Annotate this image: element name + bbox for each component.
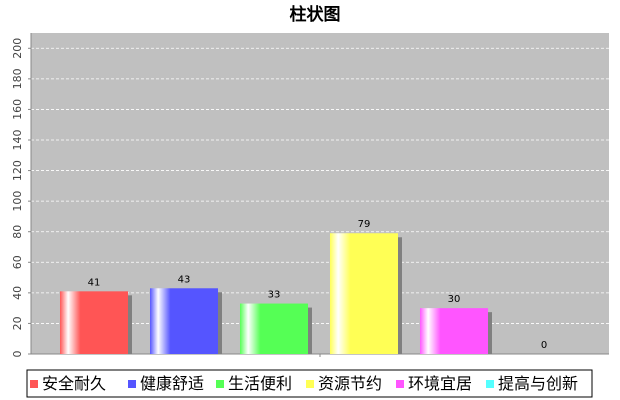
y-tick-label: 160 [11,99,24,120]
legend-swatch [306,380,314,388]
y-tick-label: 20 [11,316,24,330]
bar [330,233,398,354]
y-tick-label: 180 [11,68,24,89]
legend-label: 资源节约 [318,374,382,393]
data-label: 0 [541,340,547,351]
chart-title: 柱状图 [290,4,341,25]
y-tick-label: 80 [11,225,24,239]
y-tick-label: 40 [11,286,24,300]
y-tick-label: 100 [11,191,24,212]
legend-swatch [128,380,136,388]
bar [240,303,308,354]
legend-swatch [396,380,404,388]
legend-swatch [216,380,224,388]
legend-label: 健康舒适 [140,374,204,393]
y-tick-label: 200 [11,38,24,59]
legend-label: 提高与创新 [498,374,578,393]
bar [60,291,128,354]
y-tick-label: 60 [11,255,24,269]
legend-label: 生活便利 [228,374,292,393]
data-label: 43 [178,274,191,285]
bar [150,288,218,354]
bar [420,308,488,354]
y-tick-label: 140 [11,130,24,151]
legend-label: 环境宜居 [408,374,472,393]
y-tick-label: 120 [11,160,24,181]
legend-label: 安全耐久 [42,374,106,393]
data-label: 79 [358,219,371,230]
y-tick-label: 0 [11,351,24,358]
data-label: 33 [268,290,281,301]
legend-swatch [486,380,494,388]
data-label: 41 [88,277,101,288]
data-label: 30 [448,294,461,305]
legend-swatch [30,380,38,388]
